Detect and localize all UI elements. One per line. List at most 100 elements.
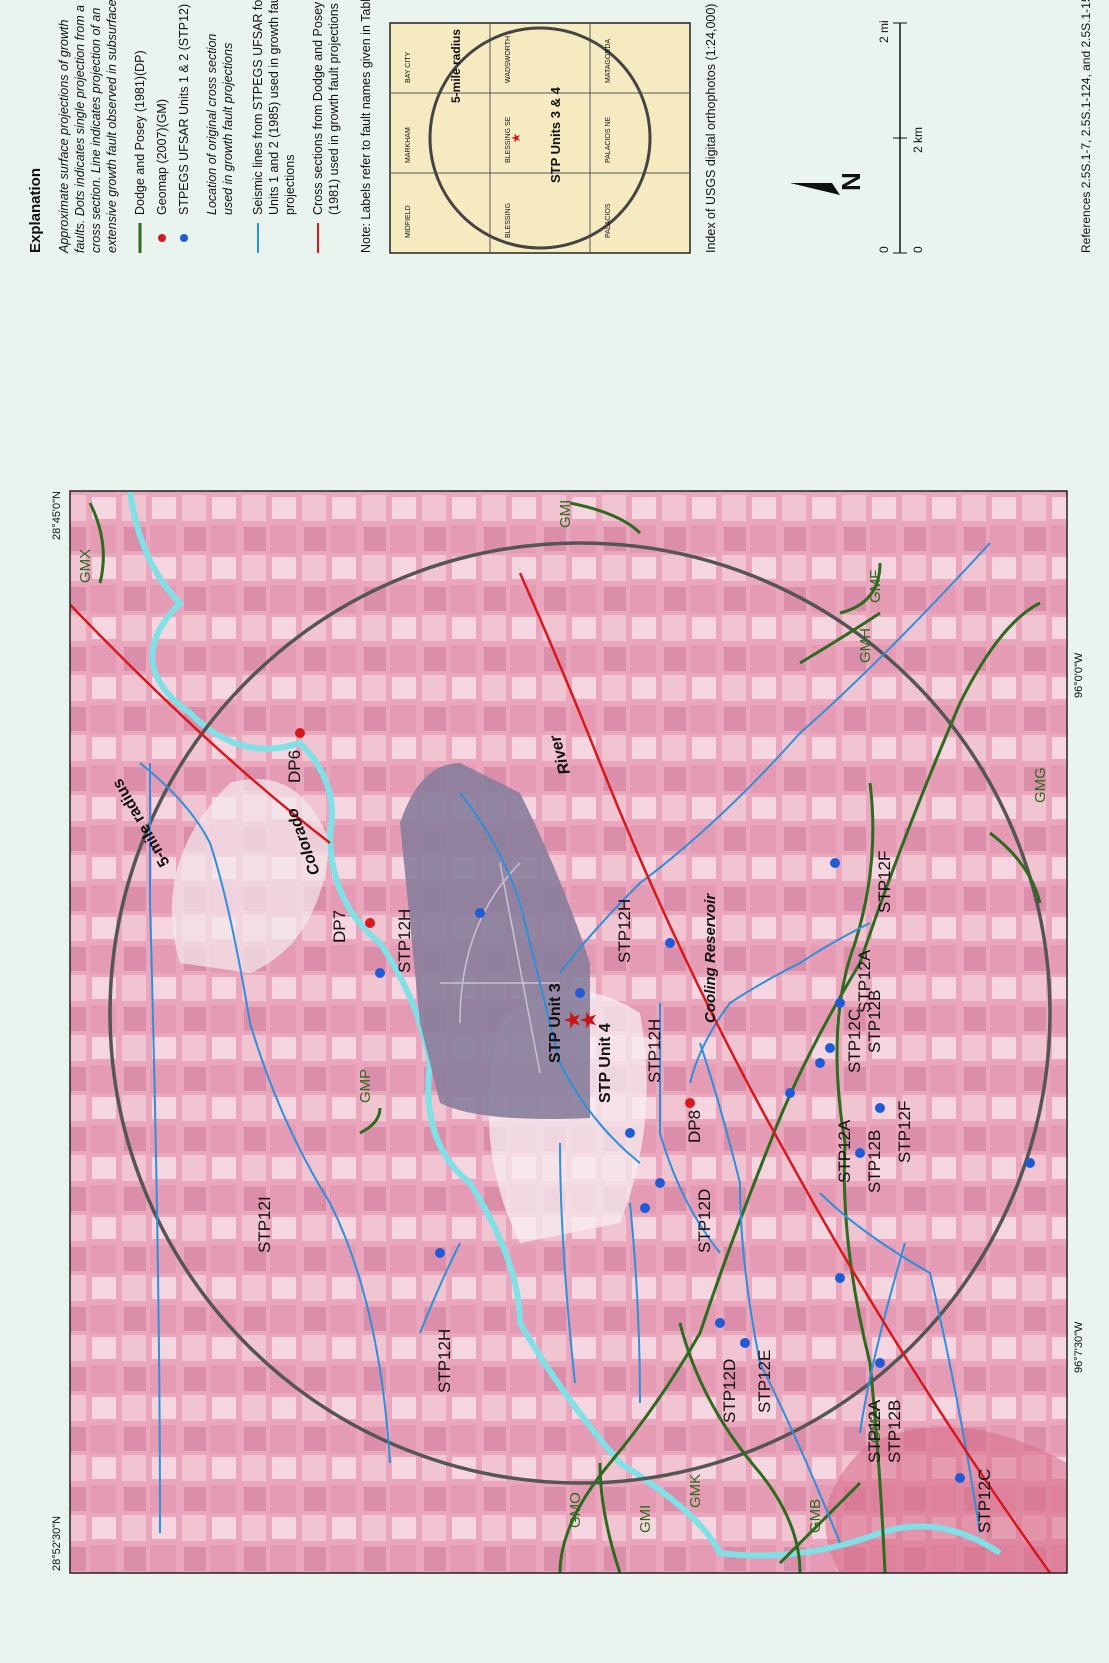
dp-cross-section-east	[70, 572, 331, 844]
section-label-8: STP12B	[865, 1130, 884, 1193]
cooling-reservoir	[400, 763, 590, 1119]
dot-stp12f	[855, 1148, 865, 1158]
legend-seismic-1: Seismic lines from STPEGS UFSAR for	[251, 0, 265, 215]
seismic-line-h	[459, 792, 641, 1164]
index-site-star: ★	[509, 133, 523, 144]
legend-dp-cross-1: Cross sections from Dodge and Posey	[311, 1, 325, 215]
map-border	[69, 490, 1068, 1574]
legend-note: Note: Labels refer to fault names given …	[359, 0, 373, 253]
fault-gmi-north	[569, 501, 642, 535]
dot-stp12h-e	[475, 908, 485, 918]
dot-stp12b-2	[875, 1103, 885, 1113]
section-label-14: STP12D	[695, 1189, 714, 1253]
dot-stp12f-2	[830, 858, 840, 868]
index-radius-label: 5-mile radius	[449, 29, 463, 103]
section-label-2: STP12A	[865, 1399, 884, 1463]
index-map	[389, 22, 691, 254]
legend-intro-3: cross section. Line indicates projection…	[89, 8, 103, 253]
index-quad-4: BLESSING SE	[505, 116, 512, 163]
dot-stp12h-f	[375, 968, 385, 978]
dp-cross-section	[518, 572, 1052, 1573]
light-field	[171, 779, 330, 973]
stp-unit-3-label: STP Unit 3	[547, 983, 564, 1063]
dot-stp12h-c	[655, 1178, 665, 1188]
legend-title: Explanation	[27, 168, 44, 253]
section-label-13: STP12F	[895, 1101, 914, 1163]
fault-gmh	[799, 611, 881, 665]
fault-gmp	[359, 1107, 382, 1135]
north-arrow-icon	[790, 183, 840, 195]
seismic-lines	[139, 542, 991, 1544]
references: References 2.5S.1-7, 2.5S.1-124, and 2.5…	[1079, 0, 1093, 253]
fault-label-gma: GMA	[867, 1409, 884, 1443]
index-quad-0: MIDFIELD	[405, 205, 412, 238]
legend-intro-2: faults. Dots indicates single projection…	[73, 5, 87, 253]
index-quad-8: MATAGORDA	[605, 39, 612, 83]
dot-stp12a	[835, 1273, 845, 1283]
legend-intro-1: Approximate surface projections of growt…	[57, 20, 71, 254]
section-label-3: STP12E	[755, 1350, 774, 1413]
dot-stp12c	[955, 1473, 965, 1483]
urban-area	[825, 1427, 1067, 1573]
fault-gmb	[778, 1481, 862, 1565]
fault-label-gmo: GMO	[567, 1492, 584, 1528]
fault-label-gmb: GMB	[807, 1499, 824, 1533]
index-radius-circle	[428, 26, 652, 250]
seismic-line-i	[629, 1202, 641, 1404]
seismic-line-f	[559, 542, 991, 974]
legend-item-gm: Geomap (2007)(GM)	[155, 99, 169, 215]
fault-gma	[835, 782, 887, 1573]
index-quad-2: BAY CITY	[405, 51, 412, 83]
section-label-11: STP12B	[865, 990, 884, 1053]
dot-stp12c-2	[815, 1058, 825, 1068]
section-label-5: STP12H	[435, 1329, 454, 1393]
fault-label-gmf: GMF	[867, 570, 884, 603]
dot-stp12h-d	[665, 938, 675, 948]
fault-label-gmk: GMK	[687, 1474, 704, 1508]
section-label-17: STP12H	[395, 909, 414, 973]
dot-stp12a-2	[785, 1088, 795, 1098]
fault-label-gmi: GMI	[637, 1505, 654, 1533]
index-site-label: STP Units 3 & 4	[548, 86, 563, 183]
scale-mi-zero: 0	[877, 246, 891, 253]
fault-label-gmi-2: GMI	[557, 500, 574, 528]
index-quad-7: PALACIOS NE	[605, 117, 612, 163]
stp-unit-4-star: ★	[576, 1010, 601, 1030]
dot-dp7	[365, 918, 375, 928]
dot-stp12b-3	[825, 1043, 835, 1053]
legend-item-dp: Dodge and Posey (1981)(DP)	[133, 50, 147, 215]
seismic-line-d	[859, 1242, 906, 1434]
reservoir-label: Cooling Reservoir	[702, 893, 719, 1023]
fault-gmx	[88, 502, 105, 584]
section-label-4: STP12D	[720, 1359, 739, 1423]
fault-gmk	[678, 1322, 802, 1573]
fault-label-gmx: GMX	[77, 549, 94, 583]
section-label-20: DP6	[285, 750, 304, 783]
legend-seismic-2: Units 1 and 2 (1985) used in growth faul…	[267, 0, 281, 215]
map-frame: ★ ★	[70, 491, 1067, 1573]
stp-unit-4-label: STP Unit 4	[597, 1023, 614, 1103]
dot-dp8	[685, 1098, 695, 1108]
coord-lon-east: 96°0'0"W	[1073, 652, 1085, 698]
legend-panel: Explanation Approximate surface projecti…	[27, 0, 1093, 254]
seismic-line-h4	[419, 1242, 461, 1334]
stp-unit-3-star: ★	[560, 1010, 585, 1030]
section-label-7: STP12H	[645, 1019, 664, 1083]
north-label: N	[836, 172, 866, 191]
seismic-line-h2	[559, 1142, 576, 1384]
seismic-line-e	[699, 1042, 841, 1544]
index-quad-6: PALACIOS	[605, 203, 612, 238]
fault-label-gmg: GMG	[1032, 767, 1049, 803]
legend-loc-note-2: used in growth fault projections	[221, 43, 235, 215]
section-label-15: STP12H	[615, 899, 634, 963]
section-label-10: STP12C	[845, 1009, 864, 1073]
dp-dots	[295, 728, 695, 1108]
legend-seismic-3: projections	[283, 155, 297, 215]
stp12-dots	[375, 858, 1035, 1483]
legend-intro-4: extensive growth fault observed in subsu…	[105, 0, 119, 253]
seismic-line-c	[819, 1192, 981, 1534]
seismic-line-east	[148, 763, 161, 1534]
dot-stp12d-2	[575, 988, 585, 998]
